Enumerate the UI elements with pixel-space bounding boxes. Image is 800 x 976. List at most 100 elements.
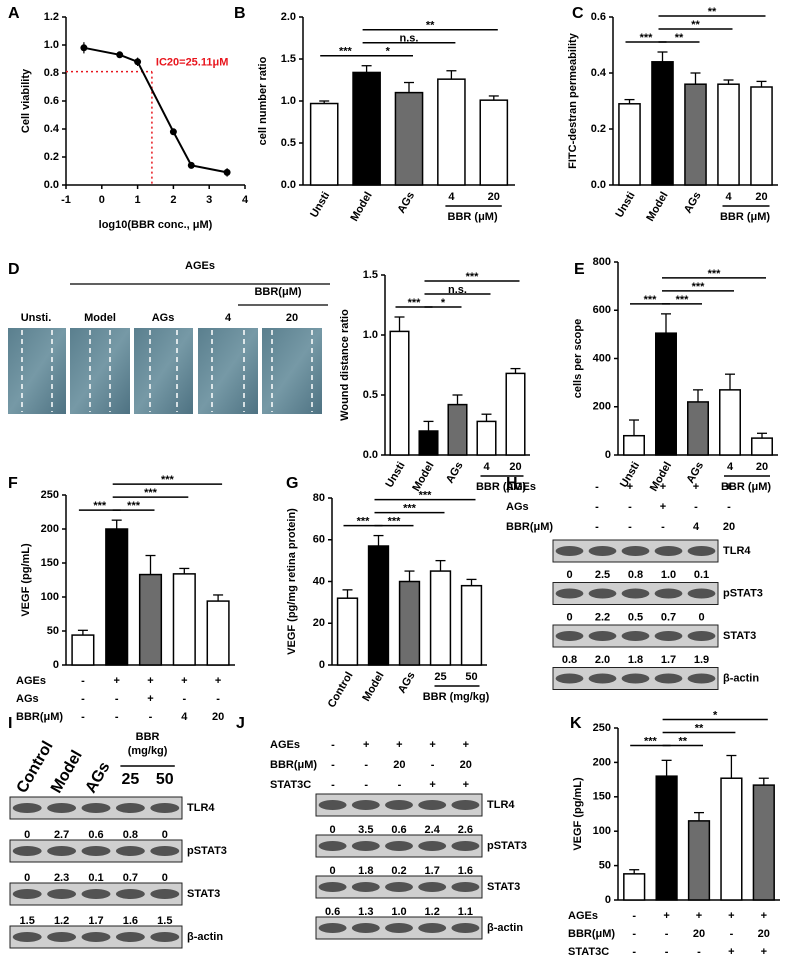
condition-value: + <box>463 779 469 791</box>
band-quant: 2.5 <box>595 569 610 581</box>
bar <box>309 102 339 186</box>
bar <box>206 600 230 666</box>
x-tick-label: Unsti <box>613 190 637 220</box>
significance-label: *** <box>403 502 417 514</box>
blot-band <box>654 673 683 684</box>
group-label: BBR (μM) <box>476 481 526 493</box>
condition-value: + <box>147 675 153 687</box>
band-quant: 0.6 <box>88 829 103 841</box>
band-name: TLR4 <box>187 802 215 814</box>
wound-images: AGEs BBR(μM) Unsti. Model AGs 4 20 <box>8 260 330 414</box>
bar <box>437 78 466 186</box>
bar <box>687 820 711 901</box>
x-tick-label: AGs <box>682 190 704 216</box>
condition-value: 4 <box>693 521 700 533</box>
band-quant: 1.8 <box>628 654 643 666</box>
y-tick-label: 1.5 <box>363 269 378 281</box>
group-label: BBR (μM) <box>448 211 498 223</box>
band-quant: 0.7 <box>123 872 138 884</box>
lane-label: 50 <box>156 771 174 788</box>
band-quant: 0 <box>330 824 336 836</box>
band-quant: 0.8 <box>628 569 643 581</box>
blot-band <box>385 882 413 892</box>
y-tick-label: 0.0 <box>363 449 378 461</box>
blot-band <box>621 631 650 641</box>
point <box>80 44 88 52</box>
condition-value: + <box>728 910 734 922</box>
condition-value: - <box>628 501 632 513</box>
blot-band <box>654 631 683 641</box>
band-quant: 2.3 <box>54 872 69 884</box>
significance-label: n.s. <box>448 284 467 296</box>
blot-band <box>385 923 413 933</box>
blot-band <box>687 546 716 556</box>
y-tick-label: 100 <box>593 825 611 837</box>
band-quant: 1.1 <box>458 906 473 918</box>
condition-value: - <box>665 946 669 958</box>
bar <box>655 332 677 456</box>
band-quant: 1.5 <box>20 915 35 927</box>
y-tick-label: 50 <box>599 860 611 872</box>
blot-band <box>150 932 180 942</box>
blot-band <box>47 932 77 942</box>
blot-band <box>654 546 683 556</box>
blot-band <box>351 923 380 933</box>
condition-value: - <box>398 779 402 791</box>
y-tick-label: 0.2 <box>44 151 59 163</box>
blot-band <box>12 889 42 899</box>
panel-letter: C <box>572 5 584 22</box>
blot-band <box>12 846 42 856</box>
bar <box>750 86 773 186</box>
bar <box>418 430 439 456</box>
bar <box>479 99 509 186</box>
band-quant: 0 <box>330 865 336 877</box>
lane-label: 20 <box>286 312 298 324</box>
y-axis-label: FITC-destran permeability <box>567 32 579 169</box>
x-tick-label: 20 <box>509 461 521 473</box>
blot-band <box>81 932 111 942</box>
condition-value: + <box>463 739 469 751</box>
bar <box>655 775 678 901</box>
x-tick-label: Model <box>348 190 374 224</box>
band-quant: 0.6 <box>391 824 406 836</box>
x-tick-label: Control <box>326 670 356 710</box>
significance-label: * <box>386 46 391 58</box>
y-tick-label: 250 <box>593 722 611 734</box>
condition-value: - <box>331 739 335 751</box>
y-tick-label: 0 <box>319 659 325 671</box>
wound-image <box>70 328 130 414</box>
y-tick-label: 100 <box>41 591 59 603</box>
point <box>169 128 177 136</box>
condition-value: - <box>115 711 119 723</box>
significance-label: ** <box>426 20 435 32</box>
condition-value: - <box>182 693 186 705</box>
blot-band <box>687 631 716 641</box>
significance-label: *** <box>339 46 353 58</box>
bar <box>623 434 645 456</box>
significance-label: *** <box>708 268 722 280</box>
band-quant: 1.5 <box>157 915 172 927</box>
condition-value: - <box>727 501 731 513</box>
condition-value: - <box>431 759 435 771</box>
panel-letter: K <box>570 715 582 732</box>
x-tick-label: 20 <box>756 461 768 473</box>
y-tick-label: 150 <box>41 557 59 569</box>
panel-letter: G <box>286 475 298 492</box>
x-tick-label: 50 <box>465 671 477 683</box>
y-tick-label: 0.5 <box>281 137 296 149</box>
bar <box>687 401 709 456</box>
y-tick-label: 20 <box>313 617 325 629</box>
x-tick-label: 1 <box>135 194 141 206</box>
condition-label: STAT3C <box>270 779 311 791</box>
panel-letter: J <box>236 715 245 732</box>
panel-letter: H <box>506 475 518 492</box>
condition-value: + <box>761 946 767 958</box>
y-tick-label: 0.5 <box>363 389 378 401</box>
y-tick-label: 60 <box>313 534 325 546</box>
x-tick-label: 4 <box>727 461 734 473</box>
band-quant: 1.7 <box>425 865 440 877</box>
band-quant: 0 <box>698 611 704 623</box>
condition-value: + <box>660 481 666 493</box>
blot-band <box>588 546 617 556</box>
